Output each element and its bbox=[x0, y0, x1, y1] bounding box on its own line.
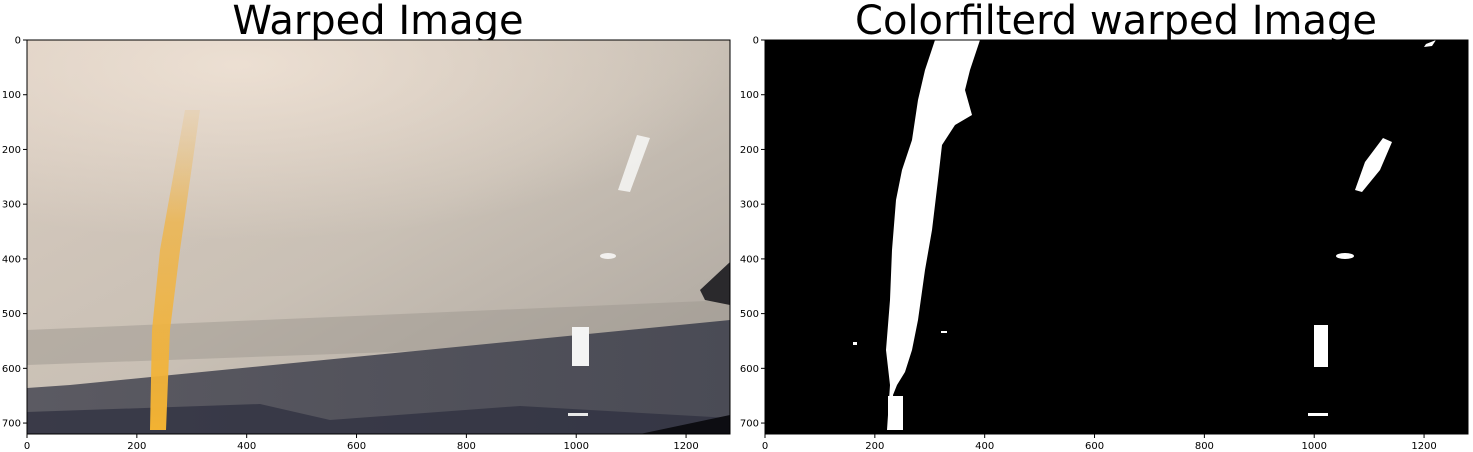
x-tick-label: 0 bbox=[762, 441, 768, 452]
right-edge-dark bbox=[700, 262, 730, 305]
image-warped bbox=[27, 40, 730, 434]
x-tick-label: 200 bbox=[865, 441, 884, 452]
road-shadow bbox=[27, 404, 730, 434]
y-tick-label: 600 bbox=[2, 364, 21, 375]
binary-right-blob-top bbox=[1355, 138, 1392, 192]
y-tick-label: 300 bbox=[2, 200, 21, 211]
road-surface bbox=[27, 320, 730, 434]
y-tick-label: 100 bbox=[2, 90, 21, 101]
binary-noise bbox=[853, 342, 857, 345]
binary-top-right-spot bbox=[1424, 40, 1436, 47]
chart-title: Warped Image bbox=[232, 0, 523, 44]
binary-background bbox=[765, 40, 1468, 434]
white-lane-small bbox=[568, 413, 588, 416]
x-tick-label: 600 bbox=[347, 441, 366, 452]
y-tick-label: 200 bbox=[2, 145, 21, 156]
x-tick-label: 400 bbox=[975, 441, 994, 452]
binary-right-blob-bottom bbox=[1314, 325, 1328, 367]
y-tick-label: 100 bbox=[740, 90, 759, 101]
white-lane-spot bbox=[600, 253, 616, 259]
x-tick-label: 1000 bbox=[1301, 441, 1326, 452]
highlight-glow bbox=[27, 40, 730, 290]
y-tick-label: 0 bbox=[15, 36, 21, 47]
axes-frame bbox=[764, 39, 1469, 435]
binary-left-lane bbox=[886, 40, 980, 430]
x-tick-label: 600 bbox=[1085, 441, 1104, 452]
y-tick-label: 200 bbox=[740, 145, 759, 156]
x-tick-label: 1000 bbox=[563, 441, 588, 452]
x-tick-label: 800 bbox=[457, 441, 476, 452]
x-tick-label: 0 bbox=[24, 441, 30, 452]
x-tick-label: 1200 bbox=[673, 441, 698, 452]
y-tick-label: 600 bbox=[740, 364, 759, 375]
y-tick-label: 700 bbox=[2, 419, 21, 430]
x-tick-label: 1200 bbox=[1411, 441, 1436, 452]
x-tick-label: 400 bbox=[237, 441, 256, 452]
binary-noise bbox=[941, 331, 947, 333]
y-tick-label: 500 bbox=[2, 309, 21, 320]
chart-title: Colorfilterd warped Image bbox=[855, 0, 1377, 44]
yellow-lane-line bbox=[150, 110, 200, 430]
panel-warped-image: Warped Image 0 200 400 600 800 1000 1200 0 100 20… bbox=[2, 0, 731, 452]
white-lane-top bbox=[618, 135, 650, 192]
roadside-texture bbox=[27, 300, 730, 365]
y-tick-label: 0 bbox=[753, 36, 759, 47]
road-dark-edge bbox=[640, 415, 730, 434]
y-tick-label: 700 bbox=[740, 419, 759, 430]
binary-right-spot bbox=[1336, 253, 1354, 259]
y-tick-label: 400 bbox=[2, 254, 21, 265]
x-tick-label: 200 bbox=[127, 441, 146, 452]
axes-frame bbox=[26, 39, 731, 435]
white-lane-bottom bbox=[572, 327, 589, 366]
panel-colorfiltered-image: Colorfilterd warped Image 0 200 400 600 800 1… bbox=[740, 0, 1469, 452]
binary-right-small bbox=[1308, 413, 1328, 416]
x-tick-label: 800 bbox=[1195, 441, 1214, 452]
image-binary bbox=[765, 40, 1468, 434]
y-tick-label: 400 bbox=[740, 254, 759, 265]
axes-ticks: 0 200 400 600 800 1000 1200 0 100 200 300 400 500 600… bbox=[740, 36, 1437, 452]
binary-left-lane-base bbox=[888, 396, 903, 430]
y-tick-label: 500 bbox=[740, 309, 759, 320]
axes-ticks: 0 200 400 600 800 1000 1200 0 100 200 300 400 500 600… bbox=[2, 36, 699, 452]
y-tick-label: 300 bbox=[740, 200, 759, 211]
